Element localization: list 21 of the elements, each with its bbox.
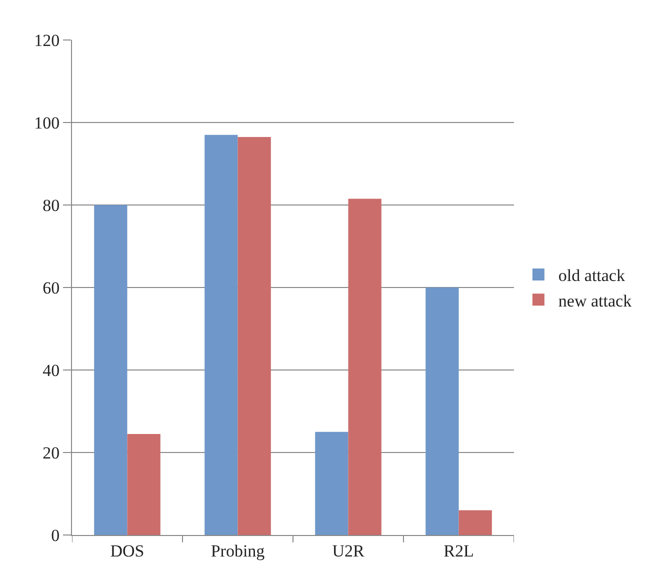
y-tick-label: 40 bbox=[42, 360, 60, 380]
legend-label: new attack bbox=[558, 291, 632, 310]
bar bbox=[94, 205, 128, 535]
x-tick-label: R2L bbox=[444, 541, 474, 560]
x-tick-label: Probing bbox=[210, 541, 266, 560]
bar bbox=[458, 510, 492, 535]
bar bbox=[204, 134, 238, 535]
y-tick-label: 120 bbox=[34, 30, 60, 50]
bar bbox=[348, 198, 382, 535]
x-tick-label: DOS bbox=[110, 541, 144, 560]
bar bbox=[426, 288, 459, 535]
legend-label: old attack bbox=[558, 266, 626, 286]
y-tick-label: 60 bbox=[42, 278, 60, 298]
y-tick-label: 20 bbox=[42, 443, 60, 462]
bar bbox=[127, 434, 160, 535]
bar bbox=[315, 432, 348, 535]
y-tick-label: 0 bbox=[51, 526, 60, 545]
y-tick-label: 100 bbox=[34, 113, 60, 132]
x-tick-label: U2R bbox=[332, 541, 365, 560]
y-tick-label: 80 bbox=[42, 196, 60, 215]
bar bbox=[238, 136, 271, 535]
